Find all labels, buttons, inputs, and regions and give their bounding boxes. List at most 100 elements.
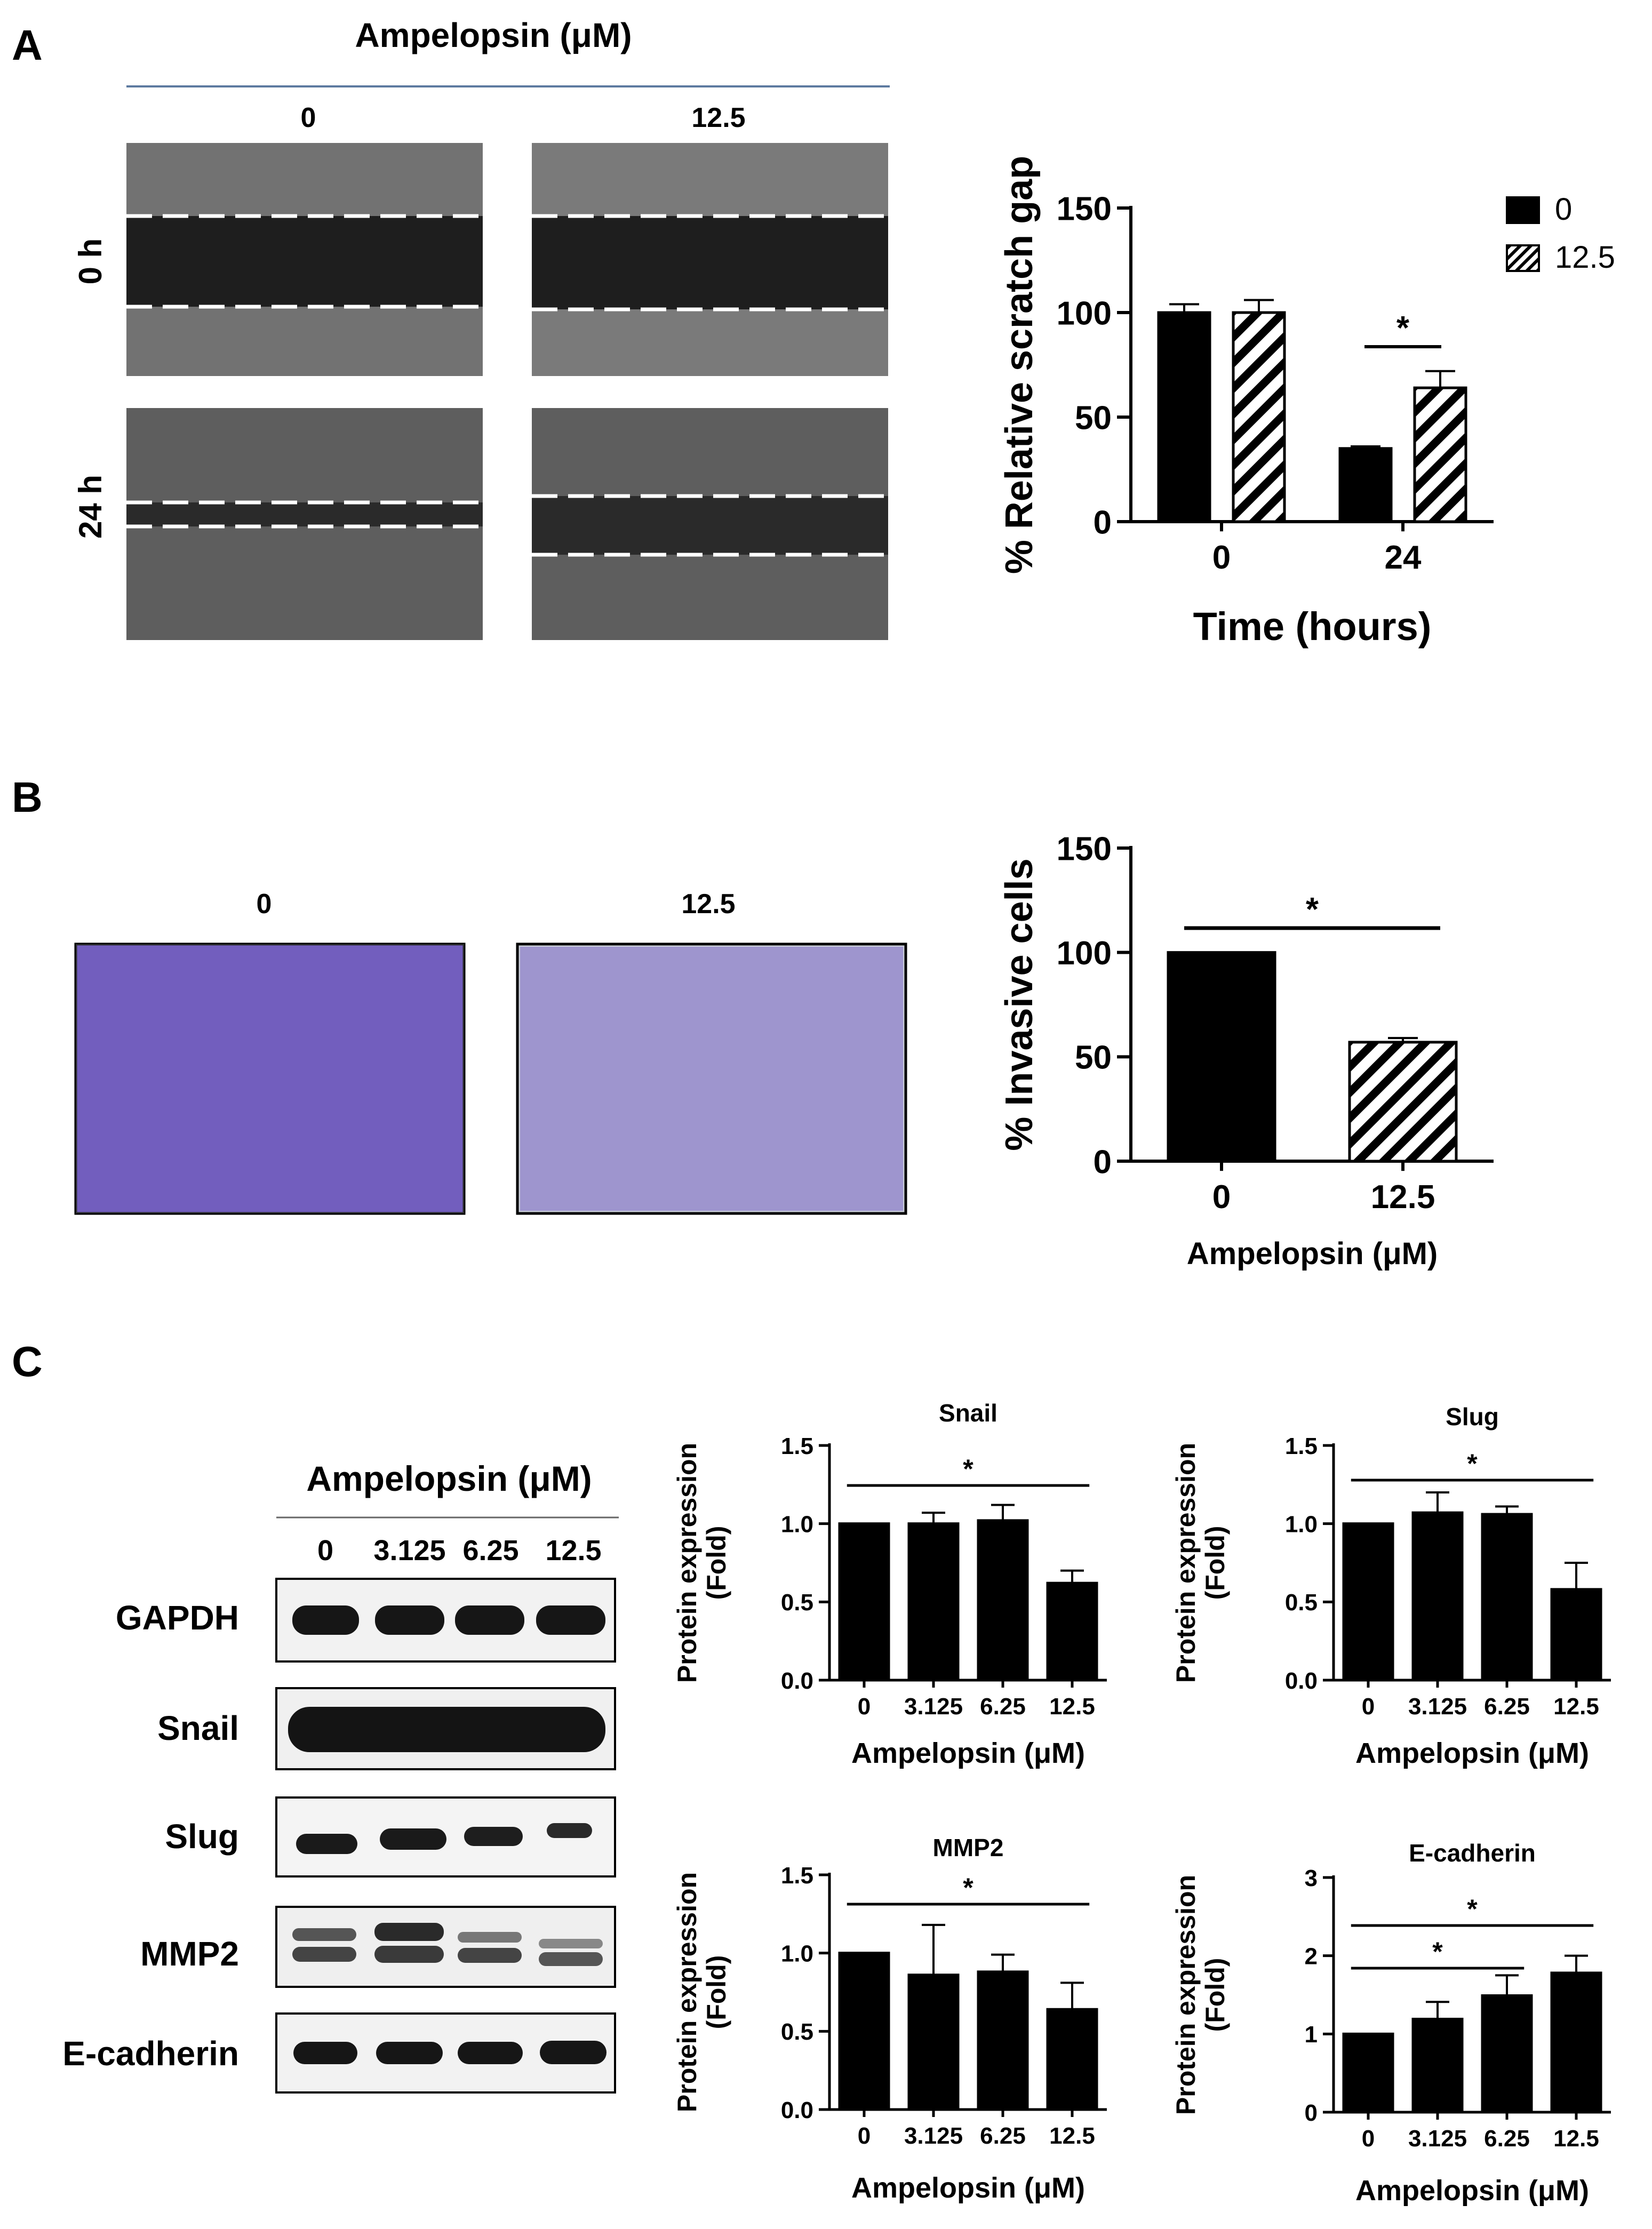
protein-label: E-cadherin [62,2034,239,2073]
y-tick-label: 0.0 [781,1668,813,1694]
bar [1411,1511,1464,1682]
bar [1411,2017,1464,2114]
scratch-image-12.5-24h [532,408,888,640]
row-label: 24 h [73,475,108,539]
row-label: 0 h [73,238,108,285]
y-tick-label: 100 [1057,935,1112,972]
blot-snail: Snail [157,1687,616,1770]
y-tick-label: 0.5 [781,2019,813,2045]
significance-star: * [963,1873,973,1903]
panel-letter-c: C [12,1338,43,1385]
y-tick-label: 0.0 [781,2097,813,2123]
y-tick-label: 50 [1075,400,1112,436]
legend-swatch [1506,244,1540,272]
x-tick-label: 3.125 [904,1693,963,1720]
bar [977,1519,1029,1682]
y-axis-label: (Fold) [701,1526,731,1600]
panel-a: A Ampelopsin (μM) 0 12.5 0 h 24 h [12,16,1615,649]
x-axis-label: Ampelopsin (μM) [1355,1737,1589,1769]
significance-star: * [1467,1894,1478,1924]
bar [838,1522,890,1682]
treatment-title-a: Ampelopsin (μM) [355,16,632,54]
x-axis-label: Time (hours) [1193,604,1432,649]
y-tick-label: 1.5 [781,1433,813,1459]
column-label: 12.5 [681,889,735,920]
chart-title: Snail [939,1399,997,1427]
x-tick-label: 3.125 [1408,1693,1467,1720]
scratch-gap-chart: 0 50 100 150 0 24 * Time (hours) % Relative scra… [998,156,1615,649]
x-tick-label: 0 [858,1693,871,1720]
x-tick-label: 24 [1385,539,1422,576]
lane-label: 3.125 [373,1535,445,1567]
y-axis-label: (Fold) [1200,1958,1230,2032]
bar [1413,386,1467,523]
x-tick-label: 12.5 [1049,2123,1095,2149]
ecadherin-expression-chart: 0 1 2 3 0 3.125 6.25 12.5 * * E-cadherin Ampelopsin… [1171,1839,1611,2207]
x-tick-label: 3.125 [904,2123,963,2149]
chart-title: MMP2 [933,1834,1004,1862]
bar [1046,2008,1098,2111]
y-tick-label: 1.0 [781,1941,813,1967]
x-axis-label: Ampelopsin (μM) [1187,1236,1438,1271]
y-tick-label: 2 [1305,1944,1318,1970]
scratch-image-0-24h [126,408,483,640]
y-axis-label: % Relative scratch gap [998,156,1041,574]
x-tick-label: 0 [1212,1179,1231,1216]
column-label: 0 [257,889,272,920]
y-axis-label: Protein expression [1171,1875,1201,2115]
x-tick-label: 12.5 [1553,2126,1599,2152]
y-tick-label: 1 [1305,2022,1318,2048]
y-axis-label: % Invasive cells [998,858,1041,1151]
chart-title: E-cadherin [1409,1839,1536,1867]
y-tick-label: 1.0 [781,1512,813,1538]
scratch-image-0-0h [126,143,483,376]
y-axis-label: Protein expression [672,1443,702,1683]
lane-label: 0 [317,1535,333,1567]
x-tick-label: 0 [1362,2126,1375,2152]
bar [1481,1513,1533,1682]
bar [977,1970,1029,2111]
legend-swatch [1506,196,1540,224]
lane-label: 12.5 [545,1535,601,1567]
bar [1167,951,1276,1163]
x-axis-label: Ampelopsin (μM) [1355,2175,1589,2207]
significance-star: * [963,1454,973,1484]
x-axis-label: Ampelopsin (μM) [851,1737,1085,1769]
y-axis-label: Protein expression [672,1872,702,2112]
panel-letter-a: A [12,21,43,69]
bar [1550,1971,1602,2114]
bar [1232,311,1286,523]
lane-label: 6.25 [462,1535,518,1567]
blot-ecadherin: E-cadherin [62,2012,616,2094]
protein-label: Slug [165,1817,239,1856]
bar [1481,1994,1533,2114]
bar [1550,1588,1602,1682]
protein-label: GAPDH [116,1599,239,1637]
blot-gapdh: GAPDH [116,1578,616,1663]
y-axis-label: (Fold) [701,1955,731,2030]
blot-title: Ampelopsin (μM) [306,1459,592,1498]
y-tick-label: 0.0 [1285,1668,1318,1694]
x-tick-label: 0 [858,2123,871,2149]
panel-c: C Ampelopsin (μM) 0 3.125 6.25 12.5 GAPD… [12,1338,1611,2207]
panel-b: B 0 12.5 0 50 100 150 0 12.5 * Ampelopsin (μM)%… [12,773,1494,1271]
bar [838,1952,890,2111]
bar [1342,1522,1394,1682]
x-tick-label: 6.25 [980,2123,1026,2149]
y-axis-label: (Fold) [1200,1526,1230,1600]
panel-letter-b: B [12,773,43,821]
x-tick-label: 6.25 [980,1693,1026,1720]
bar [907,1974,960,2111]
y-tick-label: 1.5 [1285,1433,1318,1459]
y-tick-label: 150 [1057,830,1112,867]
significance-star: * [1396,310,1410,347]
column-label: 0 [301,102,316,133]
y-tick-label: 0 [1305,2100,1318,2126]
x-tick-label: 0 [1362,1693,1375,1720]
bar [1348,1041,1458,1163]
y-tick-label: 150 [1057,190,1112,227]
legend-label: 0 [1555,192,1572,227]
bar [1157,311,1211,523]
protein-label: MMP2 [140,1935,239,1973]
